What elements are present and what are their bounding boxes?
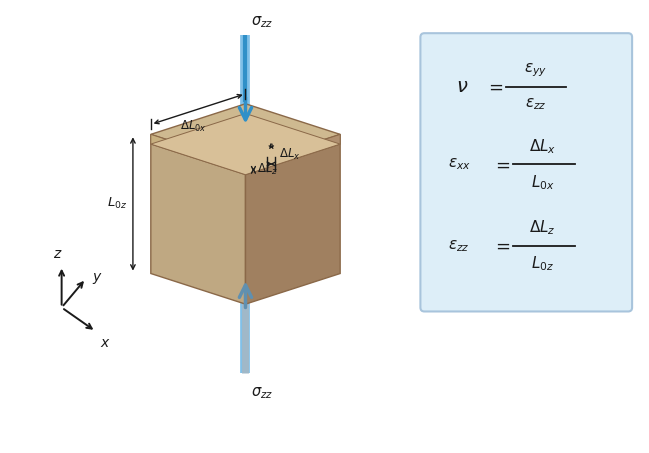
Text: y: y [92,270,100,284]
Polygon shape [151,135,245,304]
Text: $=$: $=$ [491,237,510,255]
Text: z: z [53,247,60,261]
Text: $=$: $=$ [485,78,503,96]
Text: $L_{0x}$: $L_{0x}$ [531,173,554,192]
Text: $\Delta L_z$: $\Delta L_z$ [530,219,556,237]
Text: $\Delta L_{0x}$: $\Delta L_{0x}$ [180,119,206,134]
Text: x: x [101,337,109,351]
FancyBboxPatch shape [421,33,632,312]
Text: $L_{0z}$: $L_{0z}$ [531,255,554,273]
Text: $\nu$: $\nu$ [456,77,469,96]
Polygon shape [245,135,340,175]
Polygon shape [151,114,340,175]
Text: $L_{0z}$: $L_{0z}$ [106,197,127,212]
Text: $\Delta L_z$: $\Delta L_z$ [258,162,278,178]
Text: $\varepsilon_{zz}$: $\varepsilon_{zz}$ [525,96,546,111]
Text: $\boldsymbol{\sigma_{zz}}$: $\boldsymbol{\sigma_{zz}}$ [251,385,274,400]
Polygon shape [151,135,245,175]
Text: $\varepsilon_{xx}$: $\varepsilon_{xx}$ [448,157,471,172]
Text: $=$: $=$ [491,155,510,173]
Text: $\Delta L_x$: $\Delta L_x$ [529,137,556,156]
Text: $\boldsymbol{\sigma_{zz}}$: $\boldsymbol{\sigma_{zz}}$ [251,14,274,30]
Polygon shape [245,135,340,304]
Polygon shape [151,104,340,165]
Text: $\varepsilon_{zz}$: $\varepsilon_{zz}$ [448,238,470,254]
Text: $\Delta L_x$: $\Delta L_x$ [279,147,301,162]
Text: $\varepsilon_{yy}$: $\varepsilon_{yy}$ [524,61,547,79]
